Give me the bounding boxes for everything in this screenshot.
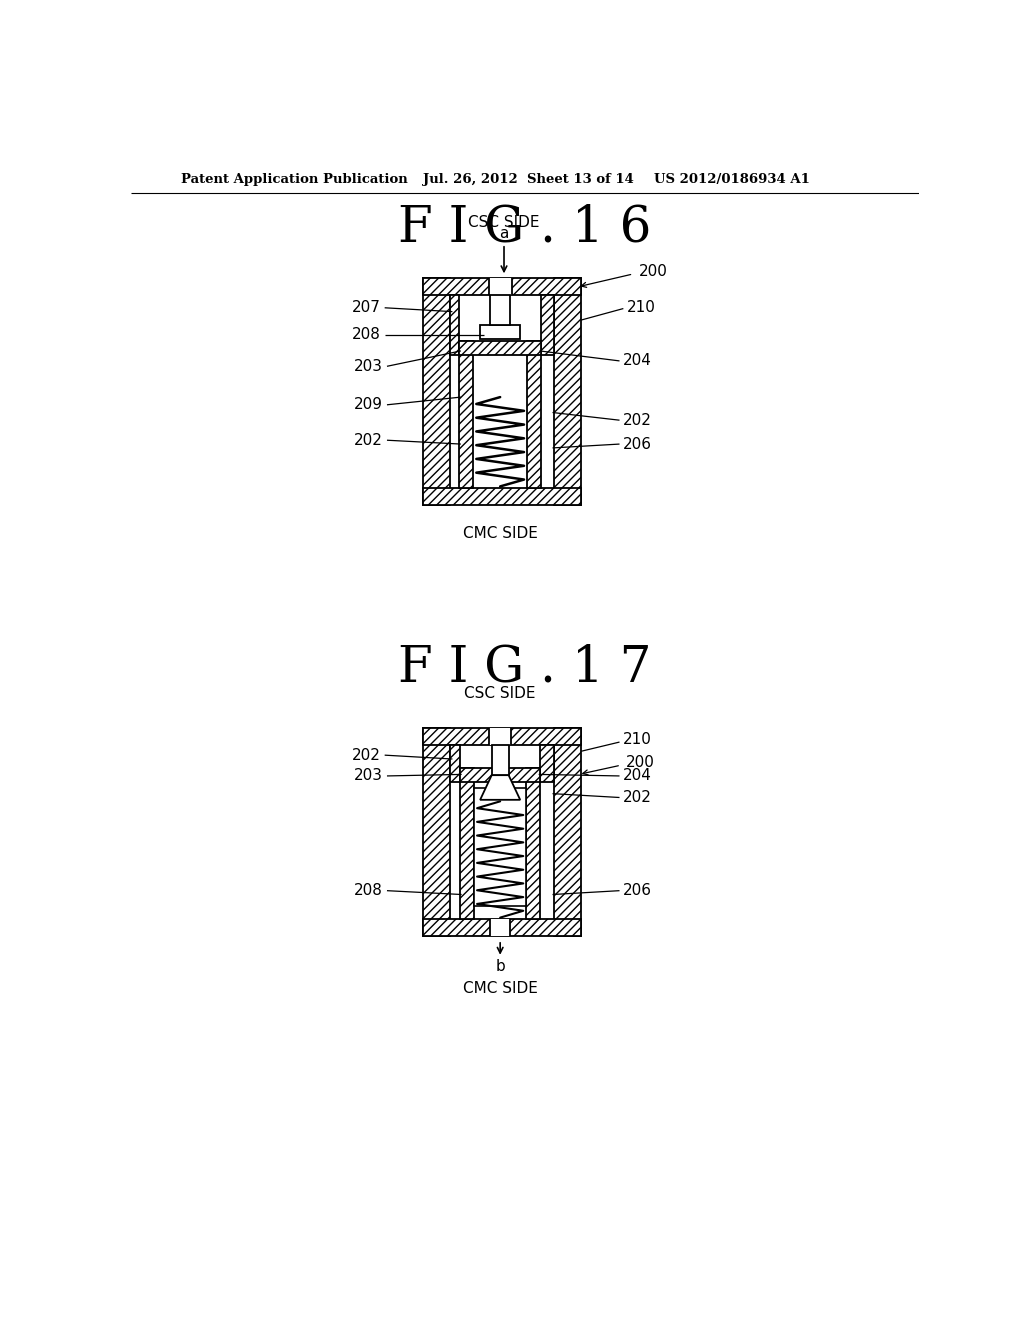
Bar (451, 294, 460, 355)
Text: US 2012/0186934 A1: US 2012/0186934 A1 (654, 173, 810, 186)
Text: CSC SIDE: CSC SIDE (465, 686, 536, 701)
Bar (527, 341, 541, 488)
Bar (460, 768, 541, 781)
Bar (541, 744, 554, 781)
Bar (460, 341, 473, 488)
Text: 210: 210 (624, 733, 652, 747)
Bar (489, 729, 511, 744)
Text: 204: 204 (624, 768, 652, 784)
Text: b: b (496, 960, 505, 974)
Bar (492, 744, 509, 775)
Text: 202: 202 (352, 747, 381, 763)
Text: 208: 208 (352, 327, 381, 342)
Bar (474, 788, 526, 906)
Text: a: a (500, 226, 509, 240)
Text: 202: 202 (354, 433, 383, 447)
Bar (541, 294, 554, 355)
Bar (460, 341, 541, 355)
Polygon shape (480, 775, 520, 800)
Text: 203: 203 (354, 768, 383, 784)
Bar (554, 729, 581, 936)
Text: CMC SIDE: CMC SIDE (463, 527, 538, 541)
Bar (490, 919, 510, 936)
Text: Jul. 26, 2012  Sheet 13 of 14: Jul. 26, 2012 Sheet 13 of 14 (423, 173, 634, 186)
Text: 206: 206 (624, 883, 652, 898)
Text: CSC SIDE: CSC SIDE (468, 215, 540, 230)
Bar (423, 488, 581, 506)
Bar (526, 768, 541, 919)
Bar (554, 277, 581, 506)
Text: F I G . 1 6: F I G . 1 6 (398, 203, 651, 252)
Bar (451, 744, 460, 781)
Text: 202: 202 (624, 789, 652, 805)
Bar (460, 768, 474, 919)
Bar (480, 326, 520, 339)
Bar (423, 729, 581, 744)
Bar (488, 277, 512, 294)
Text: F I G . 1 7: F I G . 1 7 (398, 643, 651, 693)
Text: 208: 208 (354, 883, 383, 898)
Text: 207: 207 (352, 300, 381, 315)
Text: 203: 203 (354, 359, 383, 374)
Text: 209: 209 (354, 397, 383, 412)
Bar (423, 919, 581, 936)
Text: 200: 200 (626, 755, 654, 771)
Bar (490, 294, 510, 326)
Text: 210: 210 (628, 300, 656, 314)
Text: 206: 206 (624, 437, 652, 451)
Text: 200: 200 (639, 264, 668, 279)
Text: 204: 204 (624, 354, 652, 368)
Text: 202: 202 (624, 413, 652, 428)
Bar (423, 277, 581, 294)
Bar (423, 729, 451, 936)
Text: CMC SIDE: CMC SIDE (463, 981, 538, 995)
Bar (423, 277, 451, 506)
Text: Patent Application Publication: Patent Application Publication (180, 173, 408, 186)
